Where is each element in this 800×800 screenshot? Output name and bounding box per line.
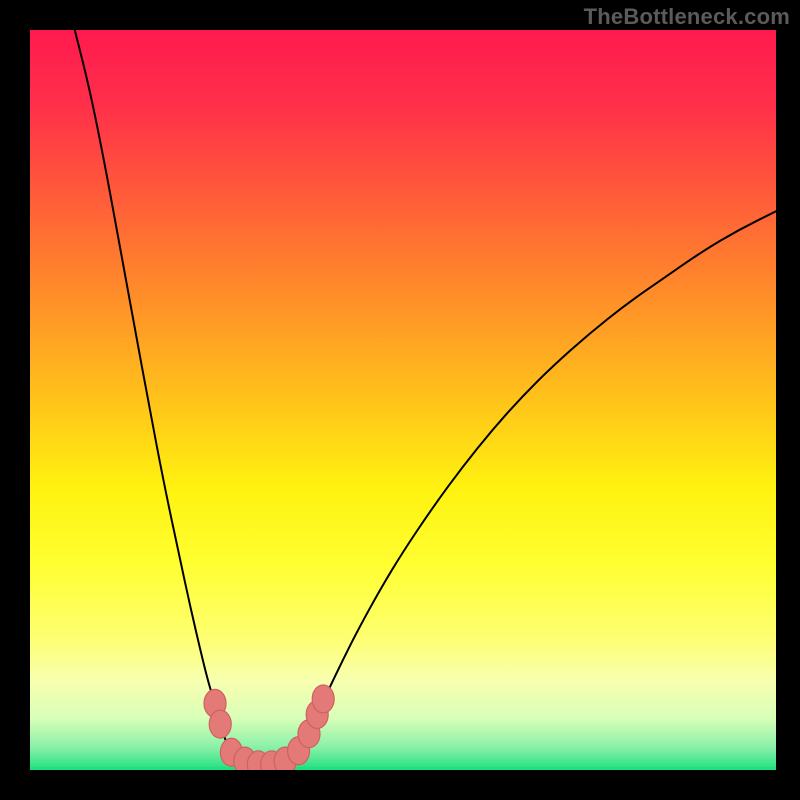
marker-point [312, 685, 334, 713]
watermark-text: TheBottleneck.com [584, 4, 790, 30]
chart-container: TheBottleneck.com [0, 0, 800, 800]
plot-svg [30, 30, 776, 770]
plot-background [30, 30, 776, 770]
plot-area [30, 30, 776, 770]
marker-point [209, 710, 231, 738]
